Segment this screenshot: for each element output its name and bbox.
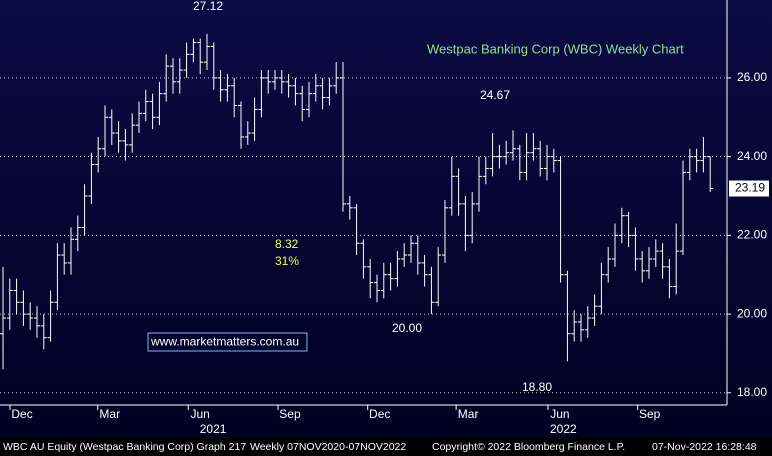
annotation: 24.67 xyxy=(480,88,510,102)
annotation: 18.80 xyxy=(522,380,552,394)
annotation: 20.00 xyxy=(392,321,422,335)
x-tick-label: Sep xyxy=(279,407,301,421)
y-tick-label: 20.00 xyxy=(737,306,767,320)
x-tick-label: Jun xyxy=(191,407,210,421)
year-label: 2022 xyxy=(550,422,577,436)
y-tick-label: 24.00 xyxy=(737,149,767,163)
annotation: 31% xyxy=(275,254,299,268)
x-tick-label: Dec xyxy=(11,407,32,421)
footer-text: 07-Nov-2022 16:28:48 xyxy=(652,441,757,453)
y-tick-label: 26.00 xyxy=(737,70,767,84)
last-price-label: 23.19 xyxy=(735,181,765,195)
x-tick-label: Jun xyxy=(550,407,569,421)
footer-text: WBC AU Equity (Westpac Banking Corp) Gra… xyxy=(3,441,246,453)
y-tick-label: 18.00 xyxy=(737,385,767,399)
x-tick-label: Mar xyxy=(99,407,120,421)
x-tick-label: Sep xyxy=(639,407,661,421)
footer-text: Weekly 07NOV2020-07NOV2022 xyxy=(250,441,406,453)
footer-bar xyxy=(0,438,772,456)
annotation: 27.12 xyxy=(193,0,223,13)
annotation: 8.32 xyxy=(275,237,299,251)
last-price-box xyxy=(729,180,769,197)
x-tick-label: Dec xyxy=(369,407,390,421)
watermark: www.marketmatters.com.au xyxy=(150,335,299,349)
x-tick-label: Mar xyxy=(458,407,479,421)
watermark-box xyxy=(147,332,308,352)
footer-text: Copyright© 2022 Bloomberg Finance L.P. xyxy=(432,441,625,453)
background xyxy=(0,0,772,438)
chart-title: Westpac Banking Corp (WBC) Weekly Chart xyxy=(427,41,684,56)
y-tick-label: 22.00 xyxy=(737,228,767,242)
year-label: 2021 xyxy=(200,422,227,436)
